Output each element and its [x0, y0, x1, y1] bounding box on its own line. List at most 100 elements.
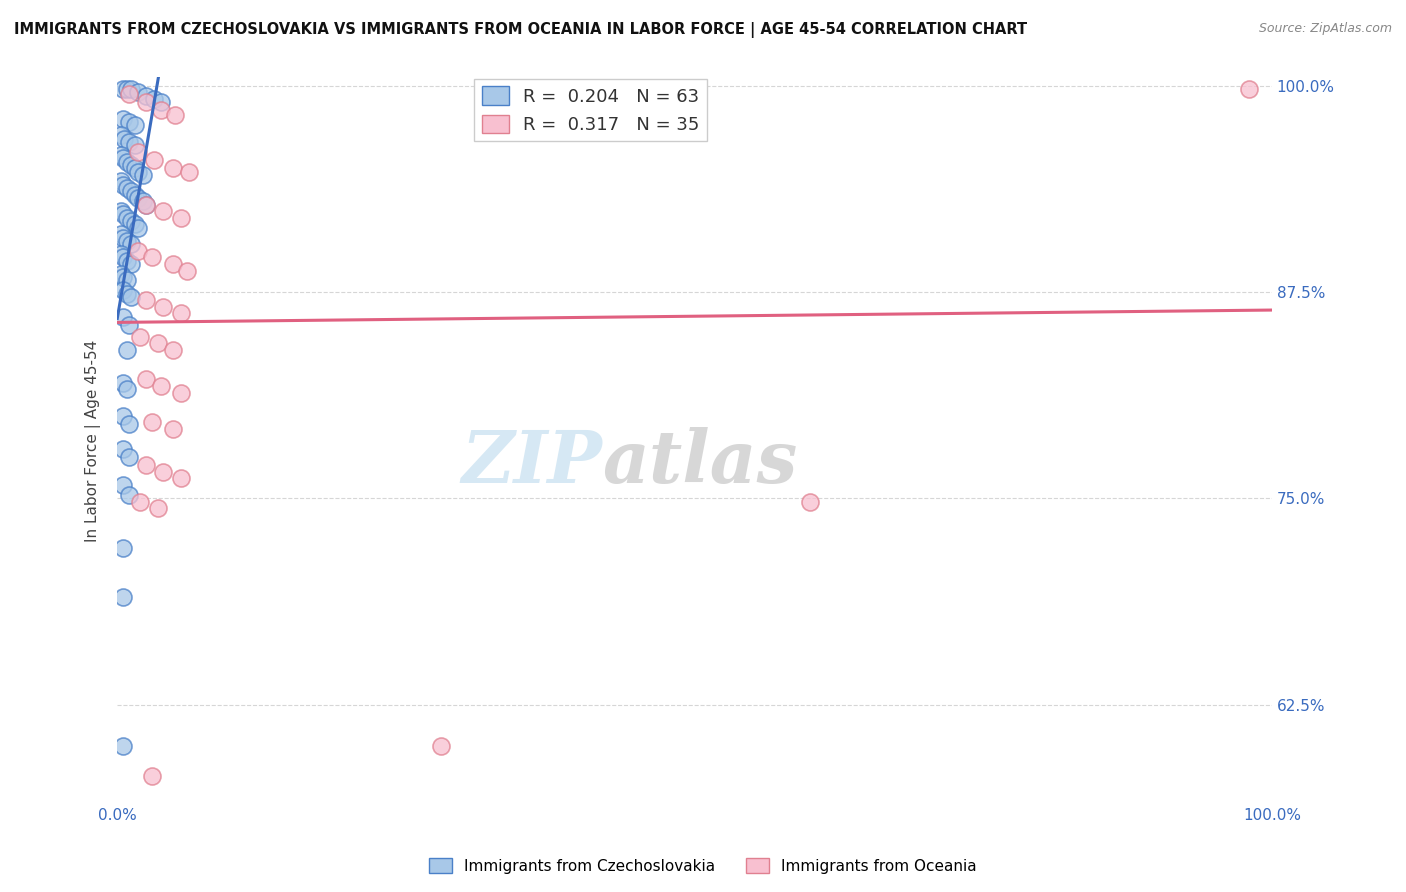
Point — [118, 115, 141, 129]
Point — [127, 164, 149, 178]
Point — [141, 250, 163, 264]
Point — [170, 471, 193, 485]
Point — [118, 135, 141, 149]
Point — [127, 145, 149, 159]
Point — [152, 300, 174, 314]
Point — [150, 103, 173, 118]
Point — [115, 343, 138, 357]
Point — [162, 343, 184, 357]
Point — [112, 409, 135, 423]
Point — [429, 739, 451, 753]
Point — [162, 257, 184, 271]
Point — [110, 148, 132, 162]
Point — [170, 211, 193, 225]
Point — [131, 168, 153, 182]
Point — [112, 270, 135, 285]
Point — [146, 336, 169, 351]
Point — [112, 376, 135, 390]
Point — [110, 247, 132, 261]
Point — [115, 286, 138, 301]
Point — [112, 112, 135, 126]
Point — [112, 250, 135, 264]
Point — [141, 416, 163, 430]
Point — [120, 184, 142, 198]
Point — [124, 118, 146, 132]
Point — [163, 108, 186, 122]
Point — [127, 85, 149, 99]
Point — [146, 501, 169, 516]
Point — [110, 128, 132, 143]
Point — [170, 306, 193, 320]
Text: ZIP: ZIP — [461, 426, 602, 498]
Y-axis label: In Labor Force | Age 45-54: In Labor Force | Age 45-54 — [86, 339, 101, 541]
Point — [118, 450, 141, 464]
Point — [112, 442, 135, 456]
Point — [129, 329, 152, 343]
Point — [120, 82, 142, 96]
Point — [118, 417, 141, 431]
Point — [120, 158, 142, 172]
Point — [120, 214, 142, 228]
Point — [120, 237, 142, 252]
Point — [112, 230, 135, 244]
Point — [115, 154, 138, 169]
Point — [115, 234, 138, 248]
Legend: R =  0.204   N = 63, R =  0.317   N = 35: R = 0.204 N = 63, R = 0.317 N = 35 — [474, 79, 707, 141]
Point — [141, 768, 163, 782]
Point — [110, 267, 132, 281]
Point — [150, 379, 173, 393]
Point — [115, 82, 138, 96]
Text: IMMIGRANTS FROM CZECHOSLOVAKIA VS IMMIGRANTS FROM OCEANIA IN LABOR FORCE | AGE 4: IMMIGRANTS FROM CZECHOSLOVAKIA VS IMMIGR… — [14, 22, 1028, 38]
Point — [112, 82, 135, 96]
Point — [112, 178, 135, 192]
Point — [112, 207, 135, 221]
Point — [112, 739, 135, 753]
Point — [112, 541, 135, 555]
Point — [110, 204, 132, 219]
Point — [799, 494, 821, 508]
Point — [176, 263, 198, 277]
Point — [115, 253, 138, 268]
Point — [143, 92, 166, 106]
Point — [127, 191, 149, 205]
Point — [118, 87, 141, 101]
Point — [110, 227, 132, 242]
Point — [124, 138, 146, 153]
Point — [135, 197, 157, 211]
Point — [112, 310, 135, 324]
Point — [127, 244, 149, 258]
Point — [152, 204, 174, 219]
Text: Source: ZipAtlas.com: Source: ZipAtlas.com — [1258, 22, 1392, 36]
Point — [115, 181, 138, 195]
Point — [110, 174, 132, 188]
Point — [124, 161, 146, 176]
Point — [112, 283, 135, 297]
Point — [127, 220, 149, 235]
Point — [135, 197, 157, 211]
Point — [150, 95, 173, 110]
Point — [118, 488, 141, 502]
Point — [124, 187, 146, 202]
Point — [129, 494, 152, 508]
Point — [112, 478, 135, 492]
Point — [135, 458, 157, 473]
Point — [115, 211, 138, 225]
Point — [124, 217, 146, 231]
Point — [135, 293, 157, 308]
Point — [131, 194, 153, 209]
Point — [170, 385, 193, 400]
Point — [143, 153, 166, 167]
Point — [135, 95, 157, 110]
Point — [120, 257, 142, 271]
Point — [177, 164, 200, 178]
Point — [135, 372, 157, 386]
Point — [118, 318, 141, 332]
Point — [152, 465, 174, 479]
Legend: Immigrants from Czechoslovakia, Immigrants from Oceania: Immigrants from Czechoslovakia, Immigran… — [423, 852, 983, 880]
Point — [162, 422, 184, 436]
Point — [115, 383, 138, 397]
Point — [112, 131, 135, 145]
Point — [112, 591, 135, 605]
Point — [112, 151, 135, 165]
Point — [1237, 82, 1260, 96]
